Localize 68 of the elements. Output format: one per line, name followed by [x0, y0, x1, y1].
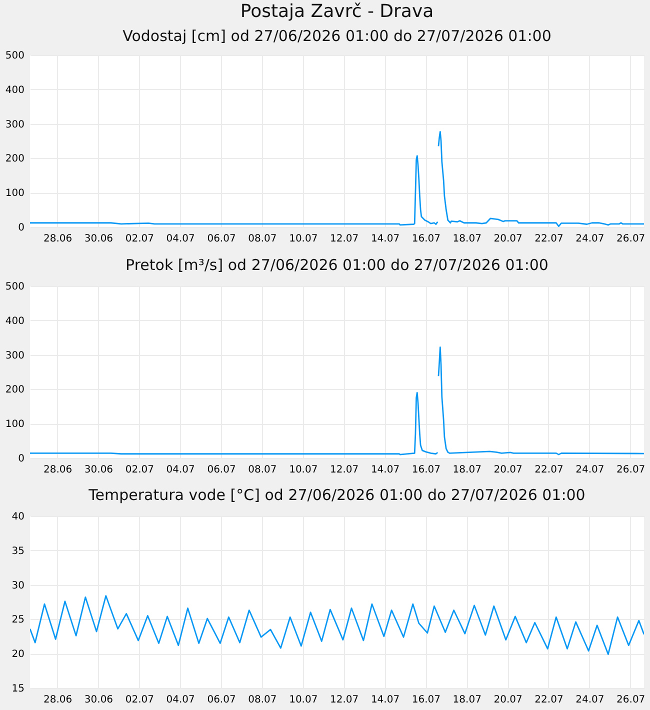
x-tick-label: 14.07 [370, 464, 400, 476]
y-tick-label: 0 [18, 454, 24, 464]
x-tick-label: 08.07 [248, 234, 277, 244]
y-tick-label: 30 [12, 580, 24, 592]
x-tick-label: 22.07 [534, 234, 564, 244]
x-tick-label: 28.06 [43, 234, 72, 244]
x-tick-label: 04.07 [166, 464, 195, 476]
x-tick-label: 16.07 [412, 694, 441, 706]
x-tick-label: 14.07 [370, 694, 400, 706]
x-tick-label: 30.06 [84, 464, 114, 476]
y-tick-label: 500 [5, 50, 24, 62]
y-tick-label: 300 [5, 119, 24, 130]
y-tick-label: 500 [5, 282, 24, 292]
x-tick-label: 24.07 [576, 464, 604, 476]
x-tick-label: 04.07 [166, 234, 195, 244]
chart-subtitle: Vodostaj [cm] od 27/06/2026 01:00 do 27/07/2026 01:00 [122, 27, 552, 45]
x-tick-label: 26.07 [616, 464, 646, 476]
x-tick-label: 20.07 [494, 234, 522, 244]
x-tick-label: 30.06 [84, 234, 114, 244]
y-tick-label: 400 [5, 84, 24, 96]
x-tick-label: 24.07 [576, 694, 604, 706]
x-tick-label: 24.07 [576, 234, 604, 244]
y-tick-label: 200 [5, 384, 24, 396]
y-tick-label: 0 [18, 222, 24, 234]
x-tick-label: 12.07 [330, 694, 359, 706]
x-tick-label: 02.07 [125, 234, 154, 244]
x-tick-label: 20.07 [494, 694, 522, 706]
y-tick-label: 20 [12, 649, 24, 660]
y-tick-label: 100 [5, 419, 24, 430]
x-tick-label: 10.07 [289, 694, 318, 706]
x-tick-label: 02.07 [125, 694, 154, 706]
x-tick-label: 20.07 [494, 464, 522, 476]
chart-title: Pretok [m³/s] od 27/06/2026 01:00 do 27/07/2026 01:00 [126, 256, 548, 274]
x-tick-label: 28.06 [43, 694, 72, 706]
y-tick-label: 200 [5, 154, 24, 165]
x-tick-label: 06.07 [207, 694, 236, 706]
x-tick-label: 16.07 [412, 464, 441, 476]
x-tick-label: 22.07 [534, 464, 564, 476]
x-tick-label: 18.07 [452, 234, 482, 244]
x-tick-label: 06.07 [207, 464, 236, 476]
x-tick-label: 10.07 [289, 234, 318, 244]
y-tick-label: 100 [5, 188, 24, 200]
y-tick-label: 400 [5, 316, 24, 327]
x-tick-label: 18.07 [452, 464, 482, 476]
x-tick-label: 16.07 [412, 234, 441, 244]
y-tick-label: 35 [12, 546, 24, 557]
x-tick-label: 26.07 [616, 694, 646, 706]
x-tick-label: 26.07 [616, 234, 646, 244]
x-tick-label: 28.06 [43, 464, 72, 476]
y-tick-label: 40 [12, 512, 24, 522]
y-tick-label: 15 [12, 684, 24, 694]
x-tick-label: 18.07 [452, 694, 482, 706]
chart-title: Temperatura vode [°C] od 27/06/2026 01:00 do 27/07/2026 01:00 [88, 486, 586, 504]
chart-title: Postaja Zavrč - Drava [240, 1, 434, 22]
x-tick-label: 10.07 [289, 464, 318, 476]
y-tick-label: 300 [5, 350, 24, 362]
x-tick-label: 08.07 [248, 694, 277, 706]
x-tick-label: 04.07 [166, 694, 195, 706]
x-tick-label: 06.07 [207, 234, 236, 244]
x-tick-label: 30.06 [84, 694, 114, 706]
y-tick-label: 25 [12, 614, 24, 626]
x-tick-label: 02.07 [125, 464, 154, 476]
x-tick-label: 12.07 [330, 464, 359, 476]
x-tick-label: 12.07 [330, 234, 359, 244]
line-series [30, 595, 644, 655]
x-tick-label: 14.07 [370, 234, 400, 244]
x-tick-label: 22.07 [534, 694, 564, 706]
x-tick-label: 08.07 [248, 464, 277, 476]
